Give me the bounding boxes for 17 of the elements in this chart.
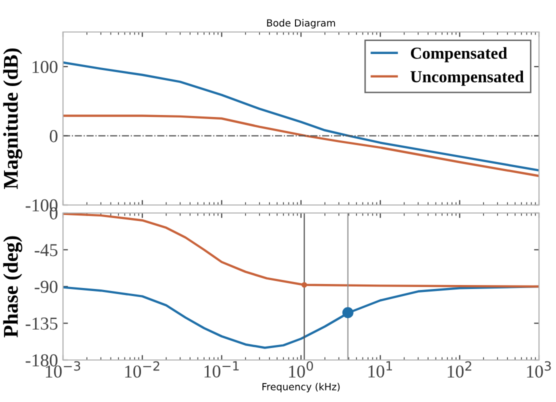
x-tick-label: 10$^{0}$ — [289, 361, 313, 378]
y-tick-label: -90 — [34, 280, 58, 293]
x-tick-label: 10$^{−1}$ — [204, 361, 239, 378]
x-tick-label: 10$^{1}$ — [368, 361, 392, 378]
y-axis-title: Phase (deg) — [3, 236, 22, 338]
x-tick-label: 10$^{3}$ — [527, 361, 551, 378]
legend-label: Compensated — [410, 47, 508, 62]
chart-title: Bode Diagram — [267, 19, 335, 28]
y-tick-label: -135 — [26, 318, 58, 330]
y-axis-title: Magnitude (dB) — [3, 48, 22, 190]
y-tick-label: -45 — [34, 244, 58, 256]
x-tick-label: 10$^{2}$ — [448, 361, 472, 378]
x-axis-title: Frequency (kHz) — [262, 382, 340, 392]
legend-label: Uncompensated — [410, 70, 524, 86]
y-tick-label: 100 — [32, 60, 58, 74]
x-tick-label: 10$^{−2}$ — [125, 361, 160, 378]
y-tick-label: 0 — [50, 130, 58, 142]
